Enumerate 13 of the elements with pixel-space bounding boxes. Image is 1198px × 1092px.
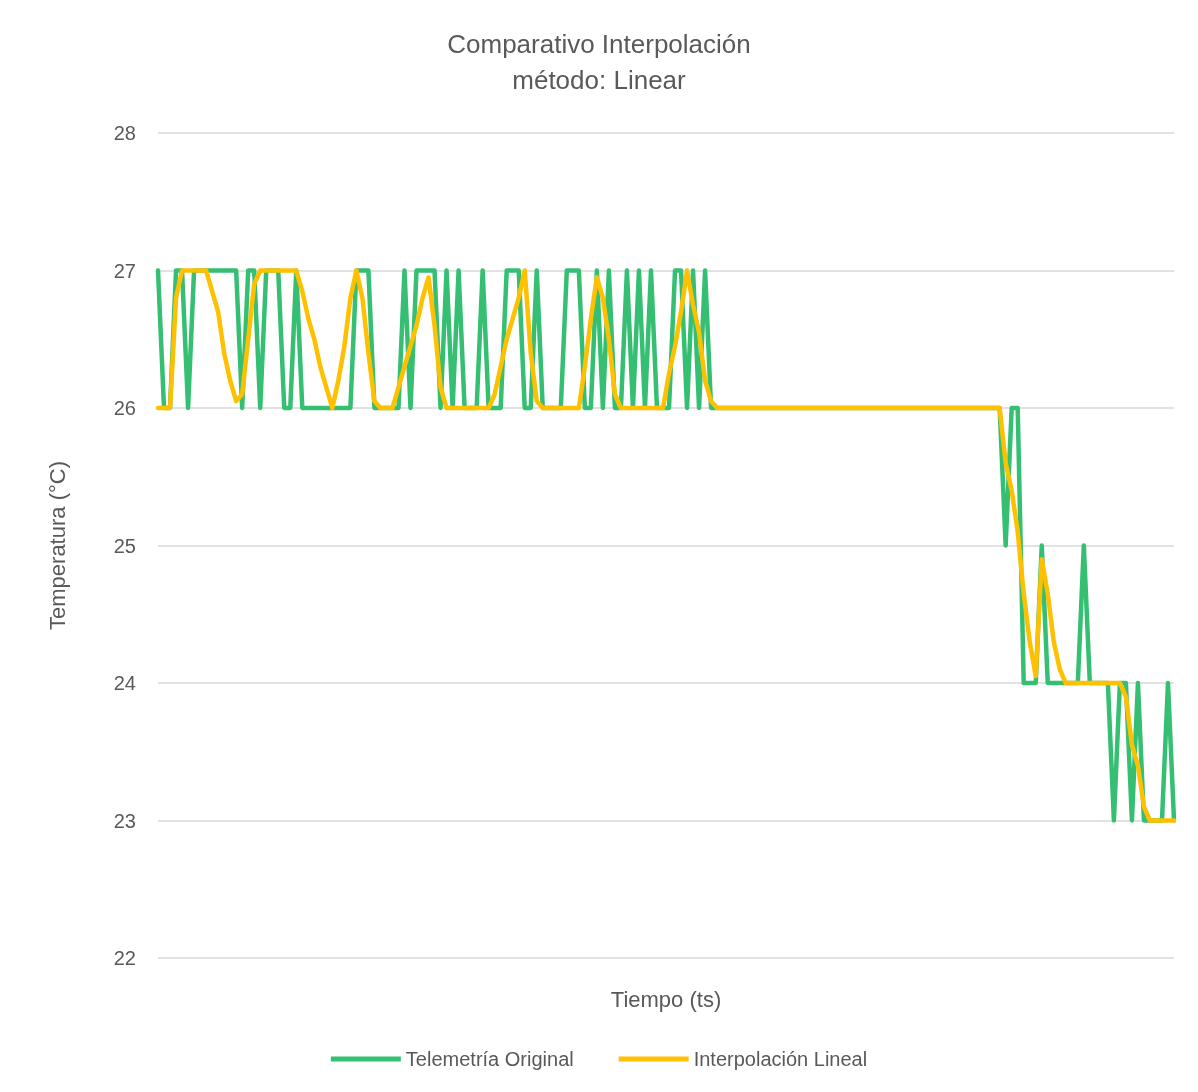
y-tick-label: 24 [113, 672, 136, 694]
y-axis-title: Temperatura (°C) [44, 461, 70, 630]
y-tick-label: 23 [113, 809, 136, 832]
y-tick-label: 26 [113, 397, 136, 419]
chart-subtitle: método: Linear [512, 65, 687, 95]
chart-title: Comparativo Interpolación [447, 29, 751, 59]
legend-label: Telemetría Original [405, 1048, 574, 1070]
y-tick-label: 27 [113, 259, 136, 282]
y-tick-label: 25 [113, 534, 136, 557]
legend-label: Interpolación Lineal [693, 1048, 868, 1070]
x-axis-title: Tiempo (ts) [610, 986, 722, 1012]
y-tick-label: 22 [113, 947, 136, 969]
y-tick-label: 28 [113, 122, 136, 144]
